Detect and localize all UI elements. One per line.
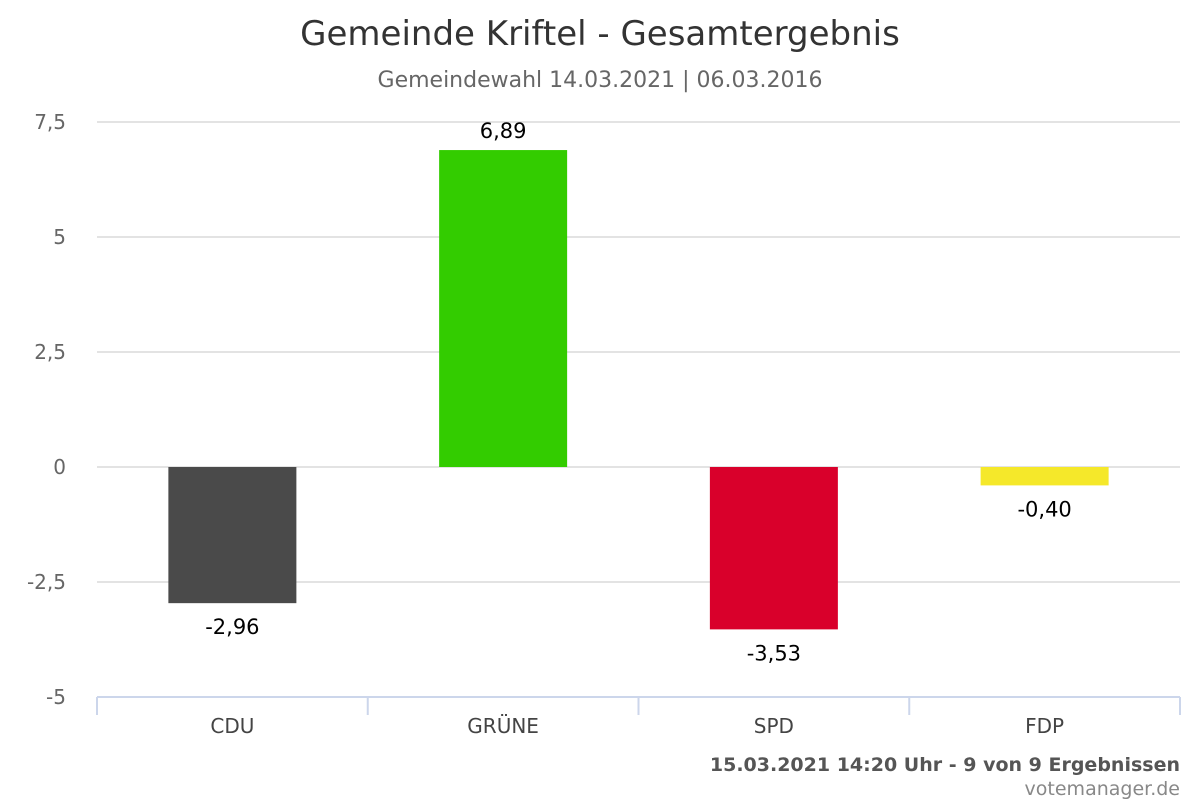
x-tick-label: CDU [210, 714, 254, 738]
bar-cdu [168, 467, 297, 604]
data-label: 6,89 [480, 119, 527, 143]
y-tick-label: 7,5 [34, 110, 66, 134]
x-tick-label: FDP [1025, 714, 1064, 738]
bar-grne [439, 150, 568, 467]
x-tick-label: SPD [754, 714, 794, 738]
chart-subtitle: Gemeindewahl 14.03.2021 | 06.03.2016 [377, 68, 823, 93]
data-label: -3,53 [747, 641, 801, 665]
y-tick-label: 0 [53, 455, 66, 479]
x-tick-label: GRÜNE [467, 714, 539, 738]
bar-fdp [980, 467, 1109, 486]
footer-status: 15.03.2021 14:20 Uhr - 9 von 9 Ergebniss… [709, 754, 1180, 776]
y-tick-label: 5 [53, 225, 66, 249]
y-tick-label: 2,5 [34, 340, 66, 364]
y-tick-label: -2,5 [27, 570, 66, 594]
data-label: -2,96 [205, 615, 259, 639]
footer-credit: votemanager.de [1024, 778, 1180, 800]
y-tick-label: -5 [46, 685, 66, 709]
data-label: -0,40 [1017, 497, 1071, 521]
chart-title: Gemeinde Kriftel - Gesamtergebnis [300, 14, 900, 54]
bar-spd [709, 467, 838, 630]
